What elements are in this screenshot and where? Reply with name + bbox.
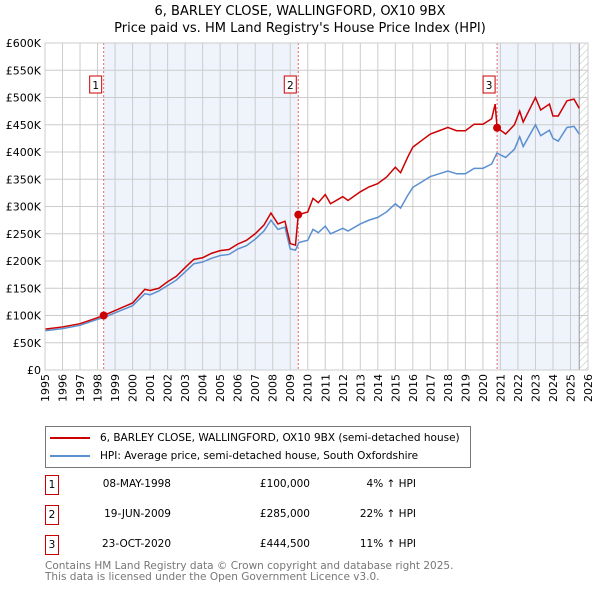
x-tick-label: 2011 bbox=[319, 374, 332, 402]
y-tick-label: £350K bbox=[6, 173, 42, 186]
transaction-price: £100,000 bbox=[259, 478, 310, 490]
x-tick-label: 2022 bbox=[512, 374, 525, 402]
x-tick-label: 2021 bbox=[494, 374, 507, 402]
transaction-marker: 3 bbox=[45, 535, 59, 555]
footer-line-1: Contains HM Land Registry data © Crown c… bbox=[45, 560, 454, 572]
x-tick-label: 2003 bbox=[179, 374, 192, 402]
x-tick-label: 2005 bbox=[214, 374, 227, 402]
transaction-date: 23-OCT-2020 bbox=[102, 538, 171, 550]
chart-subtitle: Price paid vs. HM Land Registry's House … bbox=[114, 21, 486, 36]
sale-point bbox=[99, 311, 108, 320]
legend-item-hpi: HPI: Average price, semi-detached house,… bbox=[50, 448, 418, 464]
x-tick-label: 1999 bbox=[109, 374, 122, 402]
x-tick-label: 2010 bbox=[302, 374, 315, 402]
x-tick-label: 2004 bbox=[197, 374, 210, 402]
hpi-line bbox=[44, 123, 580, 332]
transaction-row: 2 19-JUN-2009 £285,000 22% ↑ HPI bbox=[45, 505, 416, 525]
legend-item-property: 6, BARLEY CLOSE, WALLINGFORD, OX10 9BX (… bbox=[50, 430, 460, 446]
y-tick-label: £450K bbox=[6, 119, 42, 132]
y-tick-label: £400K bbox=[6, 146, 42, 159]
y-tick-label: £600K bbox=[6, 37, 42, 50]
transaction-hpi-delta: 22% ↑ HPI bbox=[359, 508, 416, 520]
x-tick-label: 2020 bbox=[477, 374, 490, 402]
sale-label-box bbox=[283, 75, 297, 94]
legend-label-property: 6, BARLEY CLOSE, WALLINGFORD, OX10 9BX (… bbox=[100, 432, 460, 444]
x-tick-label: 2013 bbox=[354, 374, 367, 402]
x-tick-label: 1997 bbox=[74, 374, 87, 402]
x-tick-label: 2001 bbox=[144, 374, 157, 402]
chart-title: 6, BARLEY CLOSE, WALLINGFORD, OX10 9BX bbox=[154, 4, 446, 19]
transaction-marker: 1 bbox=[45, 475, 59, 495]
x-tick-label: 2016 bbox=[407, 374, 420, 402]
plot-area: 1995 1996 1997 1998 1999 2000 2001 2002 2003 2004… bbox=[6, 37, 595, 402]
sale-label-box bbox=[482, 75, 496, 94]
y-tick-label: £100K bbox=[6, 310, 42, 323]
legend-label-hpi: HPI: Average price, semi-detached house,… bbox=[100, 450, 419, 462]
sale-label: 3 bbox=[486, 80, 493, 92]
transaction-date: 19-JUN-2009 bbox=[104, 508, 171, 520]
x-tick-label: 2025 bbox=[564, 374, 577, 402]
sale-point bbox=[294, 210, 303, 219]
x-tick-label: 2017 bbox=[424, 374, 437, 402]
y-tick-label: £50K bbox=[13, 337, 42, 350]
transaction-hpi-delta: 11% ↑ HPI bbox=[359, 538, 416, 550]
x-tick-label: 2009 bbox=[284, 374, 297, 402]
x-tick-label: 2018 bbox=[442, 374, 455, 402]
y-tick-label: £250K bbox=[6, 228, 42, 241]
y-tick-label: £300K bbox=[6, 201, 42, 214]
x-tick-label: 2023 bbox=[529, 374, 542, 402]
legend-swatch-blue bbox=[50, 455, 90, 457]
x-tick-label: 2019 bbox=[459, 374, 472, 402]
sale-point bbox=[493, 123, 502, 132]
x-tick-label: 2014 bbox=[372, 374, 385, 402]
legend-swatch-red bbox=[50, 437, 90, 439]
sale-label: 2 bbox=[287, 80, 294, 92]
transaction-row: 3 23-OCT-2020 £444,500 11% ↑ HPI bbox=[45, 535, 416, 555]
sale-label-box bbox=[89, 75, 103, 94]
x-tick-label: 1998 bbox=[92, 374, 105, 402]
x-tick-label: 2002 bbox=[162, 374, 175, 402]
sale-label: 1 bbox=[92, 80, 99, 92]
transaction-row: 1 08-MAY-1998 £100,000 4% ↑ HPI bbox=[45, 475, 416, 495]
y-tick-label: £150K bbox=[6, 282, 42, 295]
y-tick-label: £500K bbox=[6, 92, 42, 105]
y-tick-label: £550K bbox=[6, 64, 42, 77]
legend: 6, BARLEY CLOSE, WALLINGFORD, OX10 9BX (… bbox=[45, 426, 471, 468]
x-tick-label: 2007 bbox=[249, 374, 262, 402]
x-tick-label: 1996 bbox=[57, 374, 70, 402]
transaction-hpi-delta: 4% ↑ HPI bbox=[366, 478, 416, 490]
x-tick-label: 2015 bbox=[389, 374, 402, 402]
footer: Contains HM Land Registry data © Crown c… bbox=[45, 561, 453, 583]
x-tick-label: 2012 bbox=[337, 374, 350, 402]
x-tick-label: 2024 bbox=[547, 374, 560, 402]
x-tick-label: 2006 bbox=[232, 374, 245, 402]
price-paid-line bbox=[44, 95, 580, 330]
x-tick-label: 2000 bbox=[127, 374, 140, 402]
y-tick-label: £200K bbox=[6, 255, 42, 268]
plot-border bbox=[44, 42, 589, 371]
y-tick-label: £0 bbox=[27, 364, 41, 377]
x-tick-label: 2008 bbox=[267, 374, 280, 402]
x-tick-label: 1995 bbox=[39, 374, 52, 402]
transaction-date: 08-MAY-1998 bbox=[102, 478, 171, 490]
x-tick-label: 2026 bbox=[582, 374, 595, 402]
transaction-price: £285,000 bbox=[259, 508, 310, 520]
transaction-marker: 2 bbox=[45, 505, 59, 525]
footer-line-2: This data is licensed under the Open Gov… bbox=[45, 571, 380, 583]
transaction-price: £444,500 bbox=[259, 538, 310, 550]
